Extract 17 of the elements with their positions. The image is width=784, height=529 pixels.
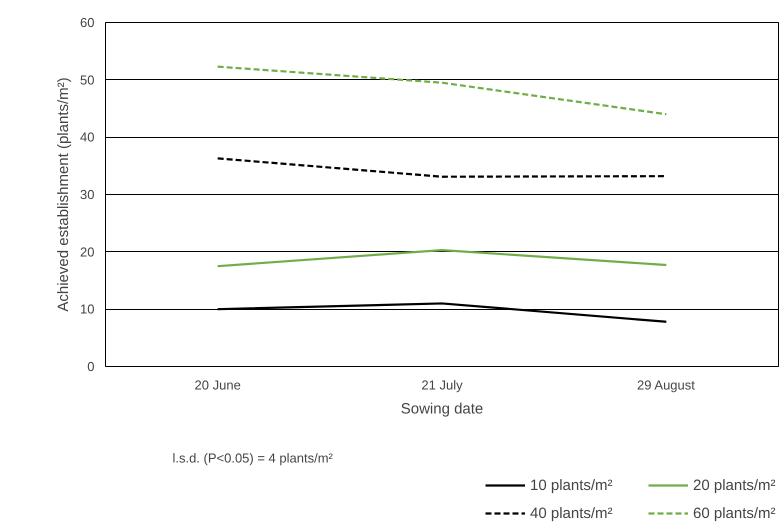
legend-label: 20 plants/m² <box>693 476 777 494</box>
text: l.s.d. (P<0.05) = 4 plants/m² <box>172 450 334 466</box>
legend-label: 40 plants/m² <box>530 504 614 522</box>
y-tick-label: 60 <box>80 15 95 30</box>
x-tick-label: 29 August <box>637 378 696 392</box>
y-tick-label: 0 <box>87 359 95 374</box>
y-axis-title: Achieved establishment (plants/m²) <box>55 77 72 312</box>
legend-label: 10 plants/m² <box>530 476 614 494</box>
y-tick-label: 30 <box>80 187 95 202</box>
y-tick-label: 20 <box>80 244 95 260</box>
x-tick-label: 21 July <box>421 378 464 392</box>
y-tick-label: 40 <box>80 130 95 145</box>
y-tick-label: 50 <box>80 72 95 88</box>
x-tick-label: 20 June <box>194 378 241 392</box>
legend-label: 60 plants/m² <box>693 504 777 522</box>
y-tick-label: 10 <box>80 302 95 317</box>
x-axis-title: Sowing date <box>400 400 484 418</box>
